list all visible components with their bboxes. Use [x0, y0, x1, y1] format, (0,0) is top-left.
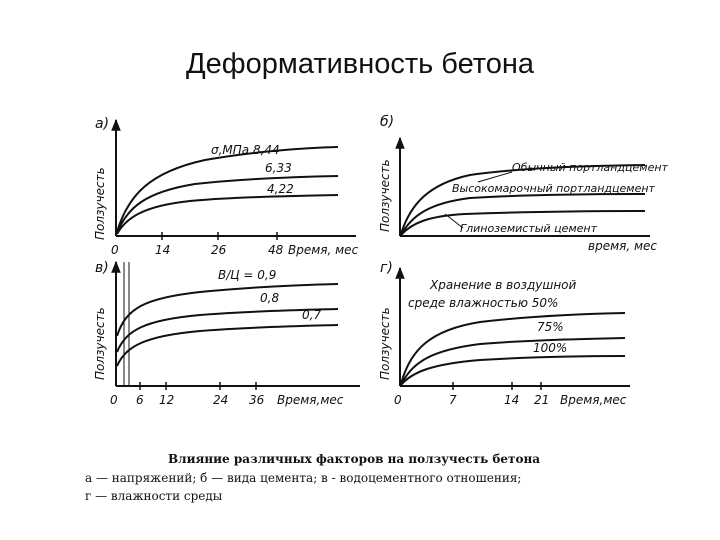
panel-a-xtick: 14	[155, 243, 170, 257]
caption-line-2: г — влажности среды	[85, 489, 223, 503]
panel-g-curve-75	[400, 337, 626, 386]
panel-b-letter: б)	[380, 114, 394, 130]
panel-b-curve-high-grade	[400, 193, 646, 236]
panel-g-xtick: 0	[394, 393, 402, 407]
panel-b-ylabel: Ползучесть	[378, 159, 392, 232]
panel-a: а) Ползучесть σ,МПа 8,44 6,33 4,22 0 14 …	[93, 116, 359, 257]
panel-v-xlabel: Время,мес	[277, 393, 344, 407]
panel-a-curve-label: 6,33	[265, 161, 292, 175]
panel-g-ylabel: Ползучесть	[378, 307, 392, 380]
panel-g-letter: г)	[380, 260, 393, 276]
panel-g-curve-50	[400, 312, 626, 385]
panel-v-letter: в)	[95, 260, 109, 276]
panel-g: г) Ползучесть Хранение в воздушной среде…	[378, 260, 630, 407]
panel-v-curve-label: В/Ц = 0,9	[218, 268, 276, 282]
panel-v-curve-0-8	[116, 308, 339, 353]
panel-g-curve-label: Хранение в воздушной	[429, 278, 577, 292]
panel-g-xtick: 21	[534, 393, 549, 407]
panel-g-xtick: 7	[449, 393, 457, 407]
panel-b: б) Ползучесть Обычный портландцемент Выс…	[378, 114, 669, 253]
caption-title: Влияние различных факторов на ползучесть…	[168, 452, 540, 466]
panel-v-curve-label: 0,8	[260, 291, 279, 305]
panel-v-xtick: 36	[249, 393, 265, 407]
panel-a-xtick: 0	[111, 243, 119, 257]
panel-a-ylabel: Ползучесть	[93, 167, 107, 240]
panel-g-curve-label: 100%	[533, 341, 567, 355]
panel-v-xtick: 6	[136, 393, 144, 407]
panel-v-curve-0-7	[116, 324, 339, 367]
panel-g-curve-100	[400, 355, 626, 386]
panel-b-curve-label: Обычный портландцемент	[512, 161, 669, 174]
panel-b-xlabel: время, мес	[588, 239, 657, 253]
panel-a-curve-label: 4,22	[267, 182, 294, 196]
panel-b-leader	[477, 171, 513, 183]
panel-a-xtick: 26	[211, 243, 227, 257]
panel-g-curve-label: среде влажностью 50%	[408, 296, 558, 310]
panel-g-xlabel: Время,мес	[560, 393, 627, 407]
panel-v-curve-0-9	[116, 283, 339, 337]
panel-b-curve-label: Высокомарочный портландцемент	[452, 182, 656, 195]
panel-a-letter: а)	[95, 116, 109, 132]
panel-v: в) Ползучесть В/Ц = 0,9 0,8 0,7 0 6 12 2…	[93, 260, 360, 407]
panel-b-leader	[444, 213, 464, 229]
panel-a-curve-6-33	[116, 175, 339, 234]
panel-v-curve-label: 0,7	[302, 308, 321, 322]
panel-a-curve-label: σ,МПа 8,44	[211, 143, 280, 157]
panel-b-curve-label: Глиноземистый цемент	[460, 222, 598, 235]
caption-line-1: а — напряжений; б — вида цемента; в - во…	[85, 471, 521, 485]
panel-a-curve-8-44	[116, 146, 339, 233]
panel-v-ylabel: Ползучесть	[93, 307, 107, 380]
panel-b-curve-alumina	[400, 210, 646, 236]
panel-a-xtick: 48	[268, 243, 284, 257]
panel-a-xlabel: Время, мес	[288, 243, 359, 257]
slide-title: Деформативность бетона	[186, 48, 534, 80]
figure-caption: Влияние различных факторов на ползучесть…	[85, 452, 540, 503]
panel-g-curve-label: 75%	[537, 320, 564, 334]
panel-a-curve-4-22	[116, 194, 339, 235]
panel-v-xtick: 0	[110, 393, 118, 407]
panel-v-xtick: 12	[159, 393, 174, 407]
panel-g-xtick: 14	[504, 393, 519, 407]
panel-b-curve-ordinary	[400, 164, 646, 235]
panel-v-xtick: 24	[213, 393, 228, 407]
